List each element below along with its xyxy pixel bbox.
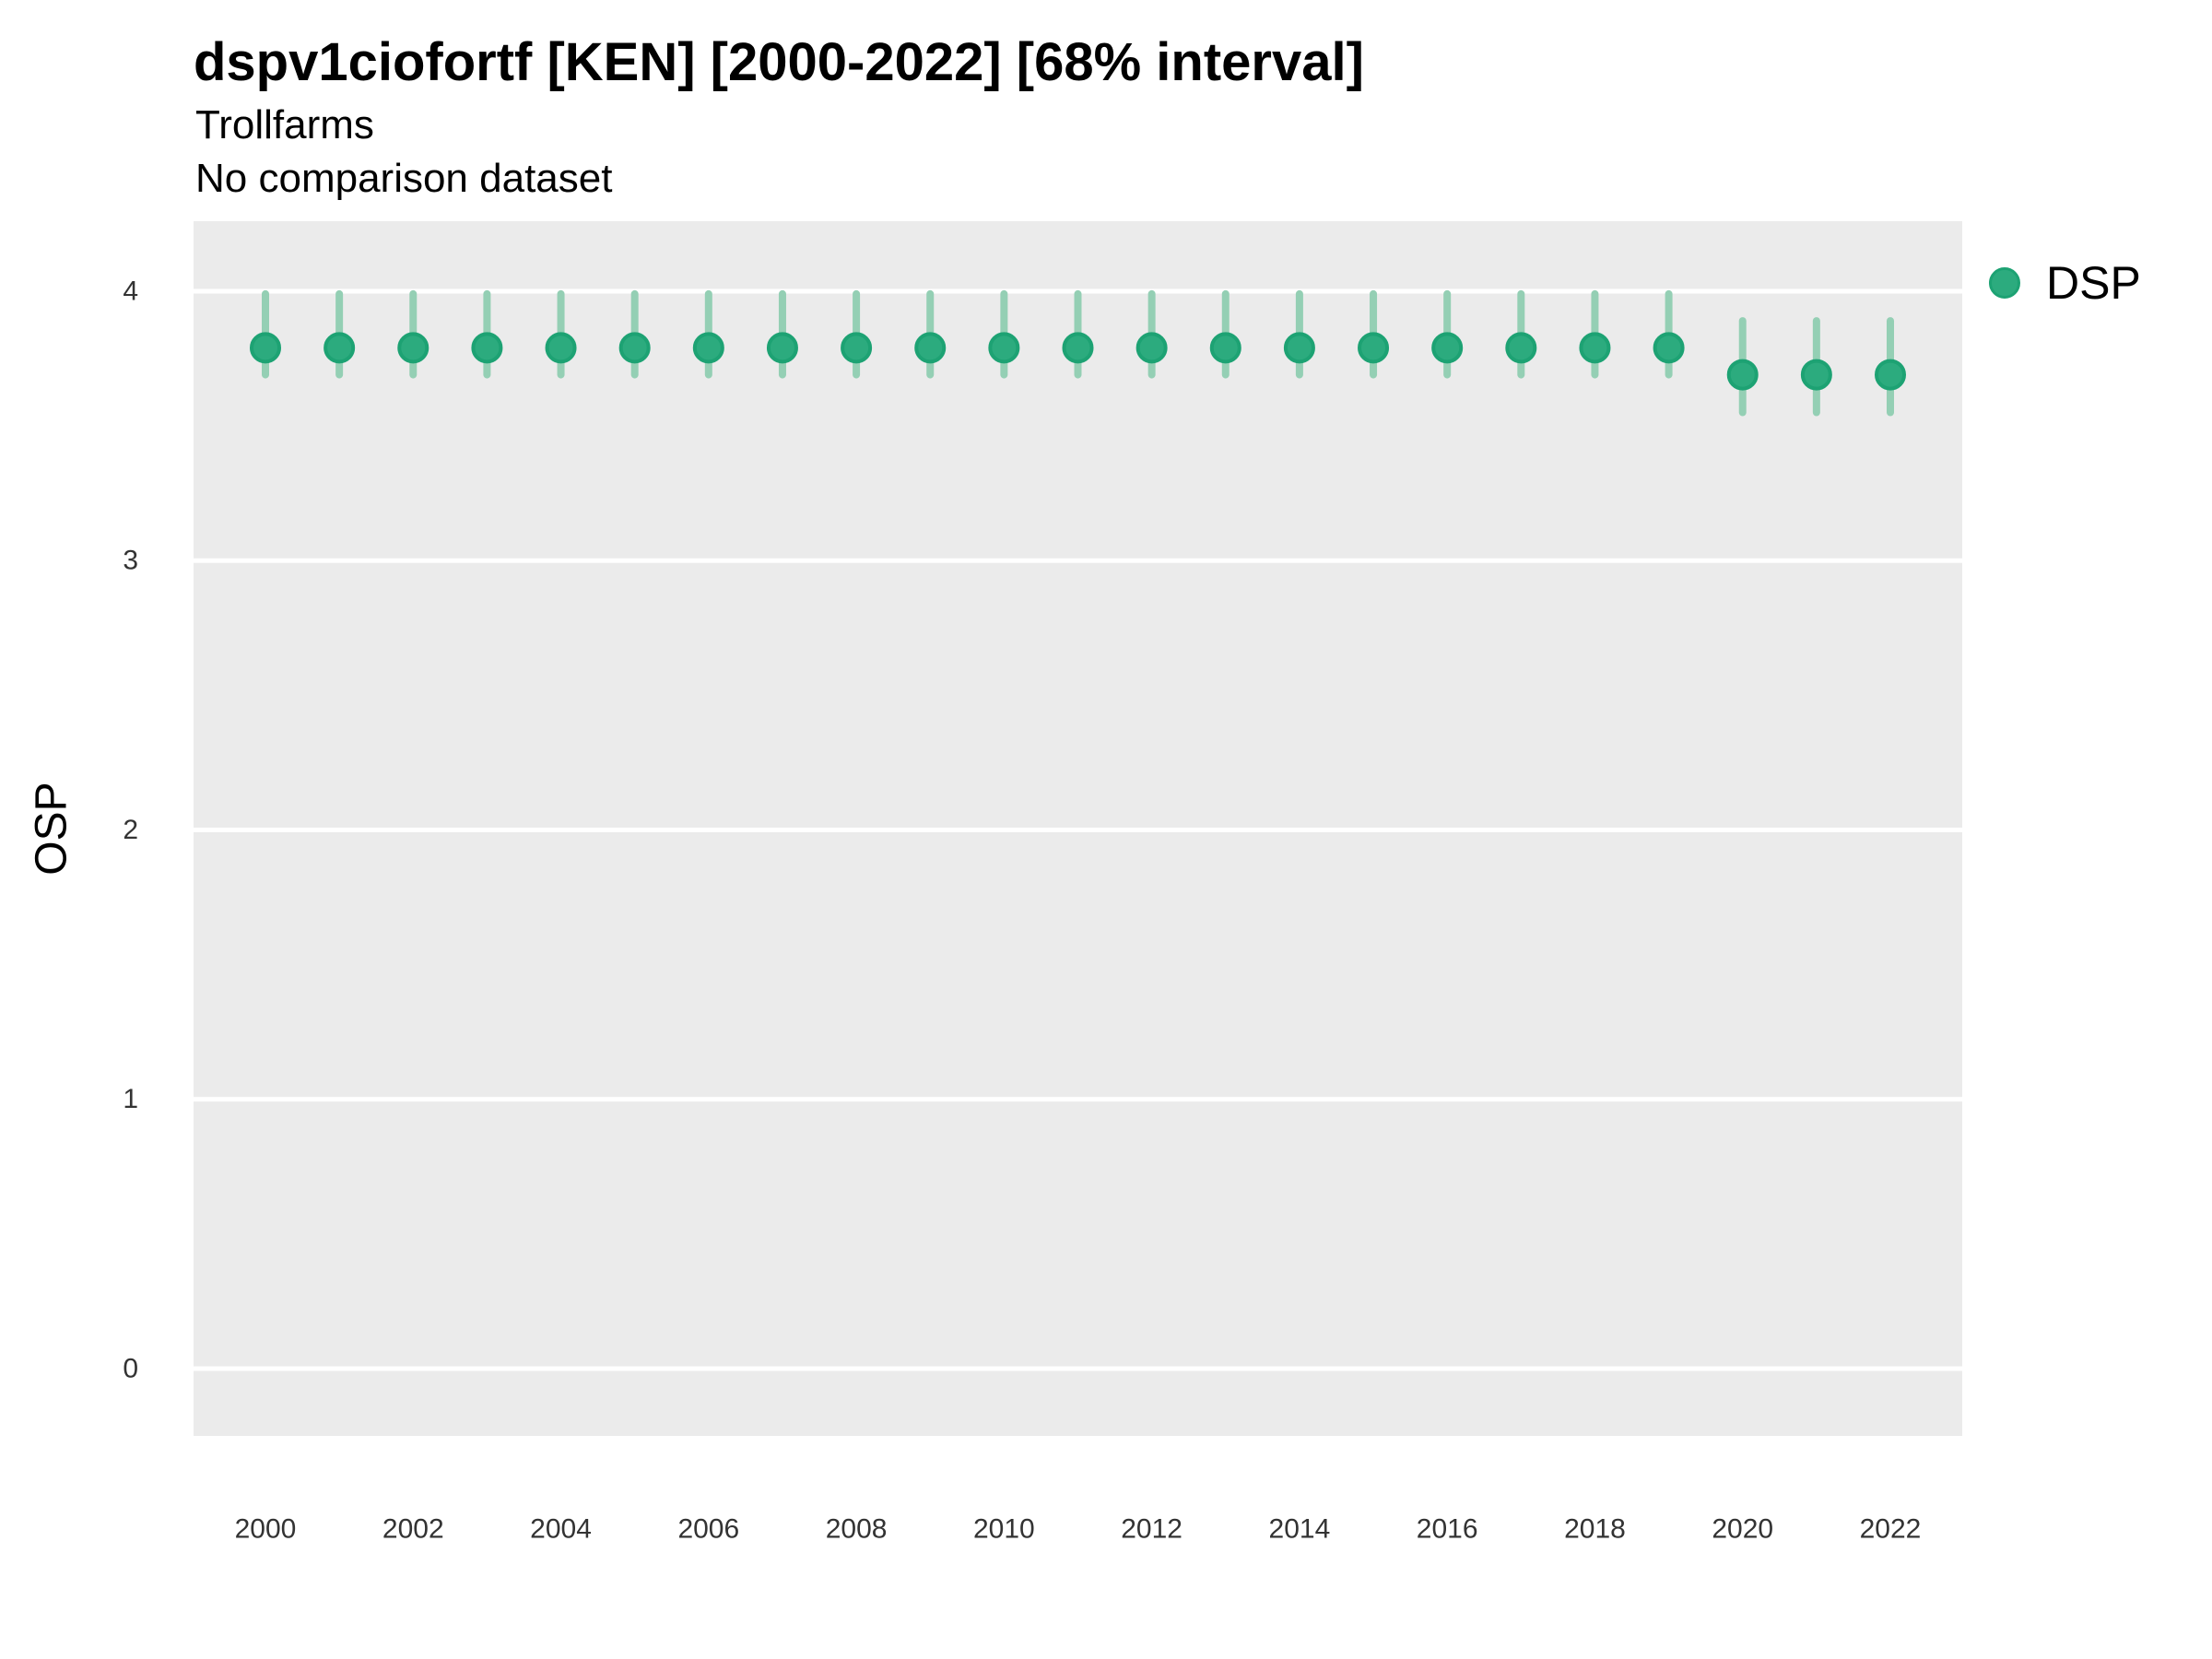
x-tick-label-2000: 2000: [235, 1514, 297, 1545]
point-2019: [1653, 332, 1685, 364]
point-2007: [766, 332, 798, 364]
point-2006: [692, 332, 724, 364]
gridline-y-1: [194, 1097, 1962, 1102]
x-tick-label-2010: 2010: [973, 1514, 1035, 1545]
point-2001: [324, 332, 356, 364]
point-2012: [1135, 332, 1168, 364]
point-2016: [1431, 332, 1464, 364]
point-2004: [545, 332, 577, 364]
axis-layer: 0 1 2 3 4 2000 2002 2004 2006 2008 2010 2012 2014 201…: [123, 276, 1921, 1544]
x-tick-label-2018: 2018: [1564, 1514, 1626, 1545]
y-tick-label-1: 1: [123, 1084, 138, 1114]
x-tick-label-2022: 2022: [1860, 1514, 1922, 1545]
x-tick-label-2020: 2020: [1712, 1514, 1773, 1545]
legend-dsp-label: DSP: [2046, 257, 2141, 309]
x-tick-label-2004: 2004: [530, 1514, 592, 1545]
point-2008: [841, 332, 873, 364]
point-2011: [1062, 332, 1094, 364]
point-2003: [471, 332, 503, 364]
comparison-note: No comparison dataset: [195, 156, 613, 201]
gridline-y-0: [194, 1366, 1962, 1371]
x-tick-label-2002: 2002: [382, 1514, 444, 1545]
point-2017: [1505, 332, 1537, 364]
legend: DSP: [1989, 260, 2141, 306]
point-2013: [1209, 332, 1241, 364]
data-layer: [250, 289, 1906, 417]
point-2018: [1579, 332, 1611, 364]
point-2022: [1875, 359, 1906, 391]
y-tick-label-3: 3: [123, 546, 138, 576]
point-2015: [1358, 332, 1390, 364]
point-2002: [397, 332, 429, 364]
point-2000: [250, 332, 281, 364]
point-2020: [1726, 359, 1759, 391]
x-tick-label-2006: 2006: [677, 1514, 739, 1545]
y-tick-label-2: 2: [123, 815, 138, 845]
point-2009: [914, 332, 947, 364]
x-tick-label-2008: 2008: [826, 1514, 888, 1545]
gridline-y-3: [194, 558, 1962, 563]
gridline-y-2: [194, 827, 1962, 832]
point-2014: [1283, 332, 1315, 364]
chart-title: dspv1ciofortf [KEN] [2000-2022] [68% int…: [194, 32, 1364, 92]
x-tick-label-2012: 2012: [1121, 1514, 1182, 1545]
point-2010: [988, 332, 1020, 364]
x-tick-label-2016: 2016: [1417, 1514, 1478, 1545]
chart-subtitle: Trollfarms: [195, 102, 374, 147]
y-tick-label-0: 0: [123, 1353, 138, 1383]
y-tick-label-4: 4: [123, 276, 138, 306]
point-2021: [1800, 359, 1832, 391]
x-tick-label-2014: 2014: [1269, 1514, 1331, 1545]
y-axis-title: OSP: [28, 782, 76, 875]
point-2005: [618, 332, 651, 364]
legend-dsp-swatch-icon: [1989, 267, 2020, 299]
